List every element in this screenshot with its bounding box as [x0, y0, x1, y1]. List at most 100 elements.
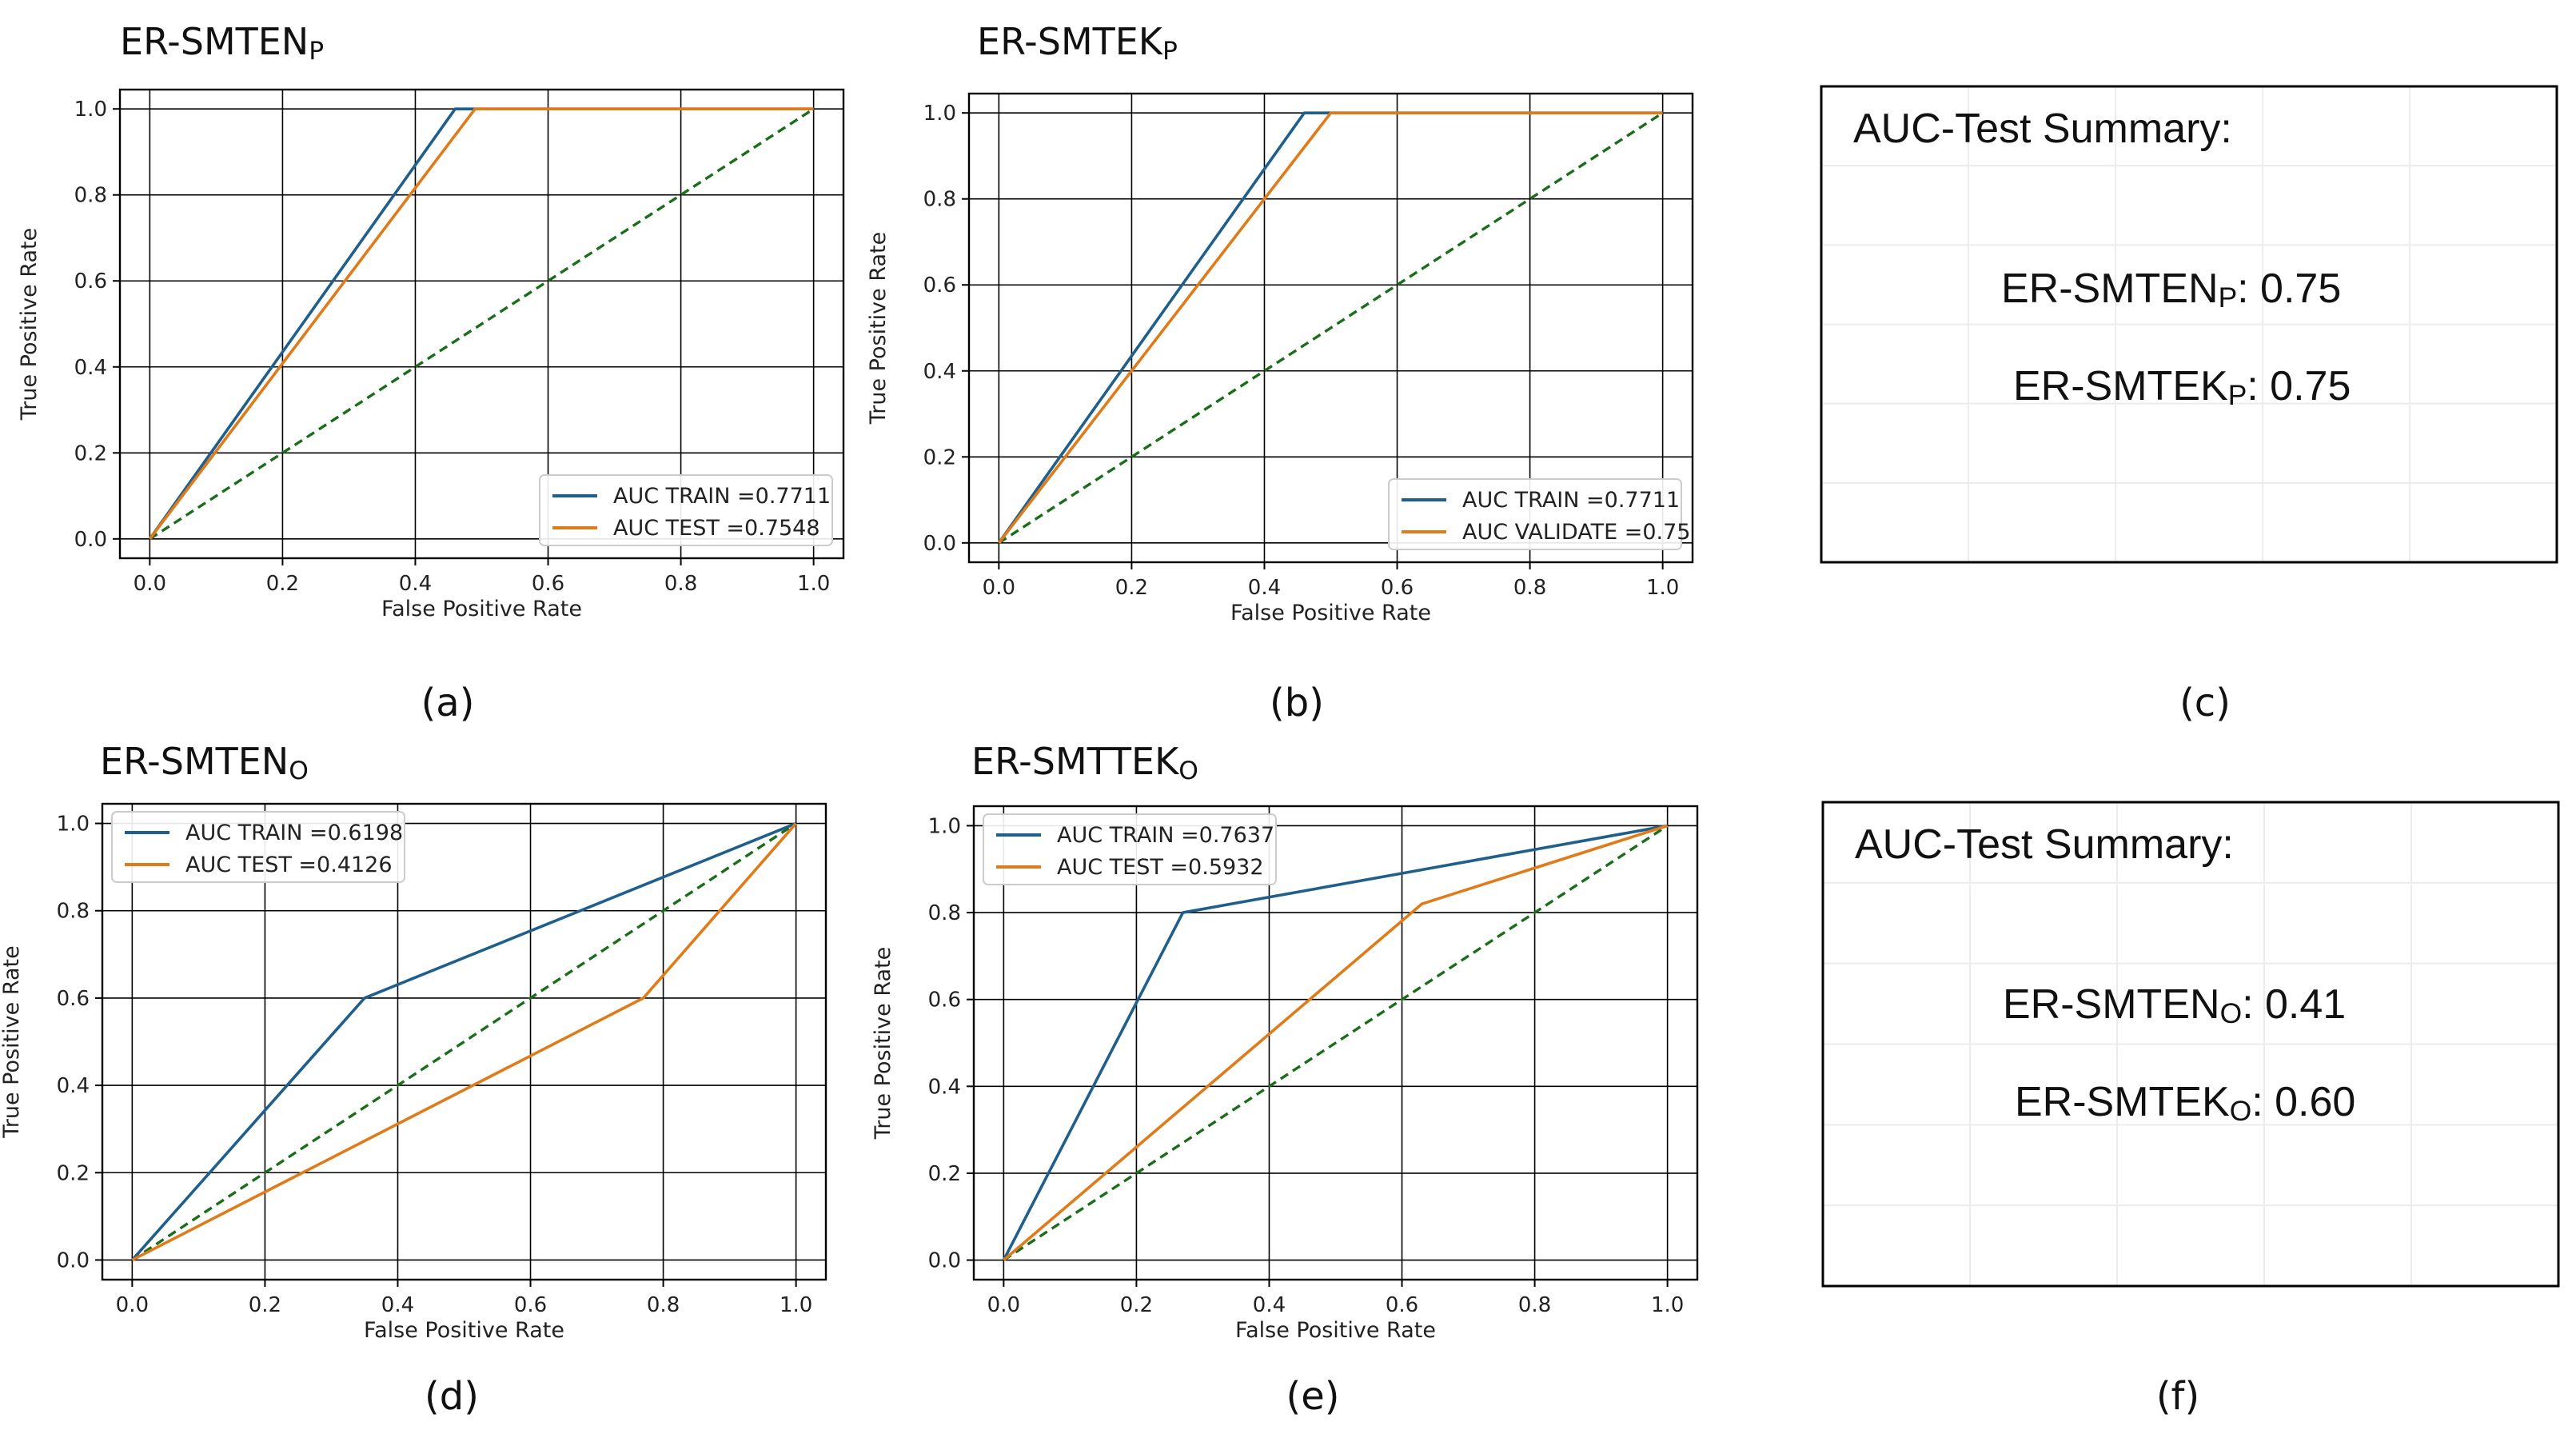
summary-entry-1-main: ER-SMTEN [2003, 981, 2220, 1028]
summary-frame [1820, 85, 2558, 564]
x-axis-label: False Positive Rate [381, 597, 582, 621]
chance-line [998, 111, 1664, 545]
summary-entry-2-value: : 0.75 [2247, 363, 2351, 409]
series-line-test [1003, 824, 1669, 1261]
y-tick-label: 1.0 [923, 102, 956, 126]
x-tick-label: 0.0 [983, 576, 1015, 600]
y-tick-label: 0.8 [923, 188, 956, 212]
summary-caption-c: (c) [2179, 681, 2231, 725]
legend-entry: AUC TEST =0.5932 [1057, 855, 1264, 880]
chart-caption-b: (b) [1270, 681, 1324, 725]
y-tick-label: 0.0 [74, 528, 107, 552]
chart-title-a-main: ER-SMTEN [120, 20, 309, 63]
y-tick-label: 0.2 [928, 1162, 961, 1186]
y-tick-label: 1.0 [74, 98, 107, 122]
chart-caption-a: (a) [421, 681, 475, 725]
x-tick-label: 0.4 [381, 1293, 414, 1317]
x-tick-label: 0.2 [266, 572, 299, 596]
x-tick-label: 0.0 [134, 572, 166, 596]
summary-title: AUC-Test Summary: [1855, 821, 2234, 868]
x-tick-label: 0.6 [1386, 1293, 1418, 1317]
y-tick-label: 0.6 [57, 987, 90, 1011]
chart-title-a: ER-SMTENP [120, 20, 324, 66]
chart-title-e-main: ER-SMTTEK [971, 740, 1180, 783]
legend: AUC TRAIN =0.7711 AUC VALIDATE =0.75 [1388, 478, 1690, 550]
legend-entry: AUC TEST =0.4126 [185, 853, 393, 877]
summary-title: AUC-Test Summary: [1853, 106, 2232, 152]
y-axis-label: True Positive Rate [0, 945, 24, 1139]
summary-entry-1: ER-SMTENP: 0.75 [2001, 266, 2341, 314]
chart-title-e: ER-SMTTEKO [971, 740, 1198, 785]
chart-title-a-subscript: P [309, 37, 324, 66]
summary-background-grid [1823, 802, 2558, 1286]
summary-entry-2-main: ER-SMTEK [2015, 1079, 2230, 1125]
x-tick-label: 0.2 [249, 1293, 281, 1317]
legend-box [1388, 478, 1682, 550]
summary-panel-f: AUC-Test Summary:ER-SMTENO: 0.41ER-SMTEK… [1821, 801, 2560, 1419]
x-tick-label: 0.4 [399, 572, 432, 596]
chart-title-d-main: ER-SMTEN [100, 740, 289, 783]
plot-frame [972, 805, 1699, 1281]
series-line-test [148, 107, 814, 540]
y-tick-label: 0.4 [928, 1075, 961, 1099]
summary-entry-2-subscript: P [2228, 380, 2247, 411]
chart-title-d-subscript: O [289, 757, 309, 785]
summary-entry-1-subscript: O [2220, 998, 2243, 1029]
series-line-train [131, 821, 797, 1261]
series-line-test [997, 111, 1663, 544]
series-line-train [1002, 824, 1668, 1261]
y-tick-label: 0.6 [928, 989, 961, 1013]
y-tick-label: 0.0 [928, 1249, 961, 1273]
roc-chart-d: ER-SMTENO (d) 0.0 0.2 0.4 0.6 0.8 1.0 0.0 0.2 0.4 0… [0, 740, 827, 1419]
chart-title-d: ER-SMTENO [100, 740, 309, 785]
x-axis-label: False Positive Rate [1230, 601, 1431, 625]
summary-entry-1-value: : 0.41 [2242, 981, 2346, 1028]
y-tick-label: 0.6 [74, 270, 107, 294]
x-tick-label: 0.4 [1248, 576, 1281, 600]
summary-entry-2-main: ER-SMTEK [2013, 363, 2228, 409]
x-tick-label: 0.8 [1518, 1293, 1551, 1317]
y-tick-label: 0.8 [928, 901, 961, 925]
legend-entry: AUC TEST =0.7548 [613, 516, 820, 541]
legend-entry: AUC TRAIN =0.7711 [1462, 488, 1680, 513]
legend-entry: AUC TRAIN =0.6198 [185, 821, 403, 845]
x-tick-label: 0.8 [647, 1293, 680, 1317]
y-tick-label: 0.2 [74, 441, 107, 465]
x-tick-label: 0.6 [532, 572, 564, 596]
chart-caption-d: (d) [425, 1374, 479, 1419]
summary-entry-2: ER-SMTEKP: 0.75 [2013, 363, 2351, 411]
y-tick-label: 1.0 [928, 814, 961, 838]
summary-entry-2-subscript: O [2230, 1096, 2252, 1127]
x-tick-label: 1.0 [780, 1293, 812, 1317]
y-axis-label: True Positive Rate [17, 228, 42, 421]
summary-entry-1-main: ER-SMTEN [2001, 266, 2219, 312]
roc-chart-b: ER-SMTEKP (b) 0.0 0.2 0.4 0.6 0.8 1.0 0.0 0.2 0.4 0… [866, 20, 1694, 725]
summary-entry-2: ER-SMTEKO: 0.60 [2015, 1079, 2355, 1127]
plot-frame [118, 88, 845, 560]
summary-entry-2-value: : 0.60 [2251, 1079, 2355, 1125]
y-tick-label: 0.0 [57, 1248, 90, 1272]
y-tick-label: 0.4 [74, 356, 107, 380]
x-tick-label: 1.0 [797, 572, 830, 596]
y-tick-label: 0.0 [923, 532, 956, 556]
legend-box [111, 811, 405, 883]
summary-entry-1-subscript: P [2219, 282, 2238, 314]
y-axis-label: True Positive Rate [866, 232, 891, 425]
y-axis-label: True Positive Rate [871, 947, 895, 1140]
x-axis-label: False Positive Rate [364, 1318, 564, 1343]
y-tick-label: 0.4 [57, 1074, 90, 1098]
y-tick-label: 0.2 [57, 1161, 90, 1185]
roc-chart-e: ER-SMTTEKO (e) 0.0 0.2 0.4 0.6 0.8 1.0 0.0 0.2 0.4… [871, 740, 1699, 1419]
legend-entry: AUC VALIDATE =0.75 [1462, 520, 1690, 545]
legend: AUC TRAIN =0.6198 AUC TEST =0.4126 [111, 811, 405, 883]
x-tick-label: 0.0 [987, 1293, 1020, 1317]
y-tick-label: 0.8 [74, 184, 107, 208]
y-tick-label: 1.0 [57, 813, 90, 837]
plot-frame [101, 802, 827, 1281]
legend-box [983, 813, 1277, 885]
x-axis-label: False Positive Rate [1235, 1318, 1436, 1343]
legend-box [539, 474, 833, 546]
chart-title-e-subscript: O [1178, 757, 1198, 785]
legend: AUC TRAIN =0.7637 AUC TEST =0.5932 [983, 813, 1277, 885]
